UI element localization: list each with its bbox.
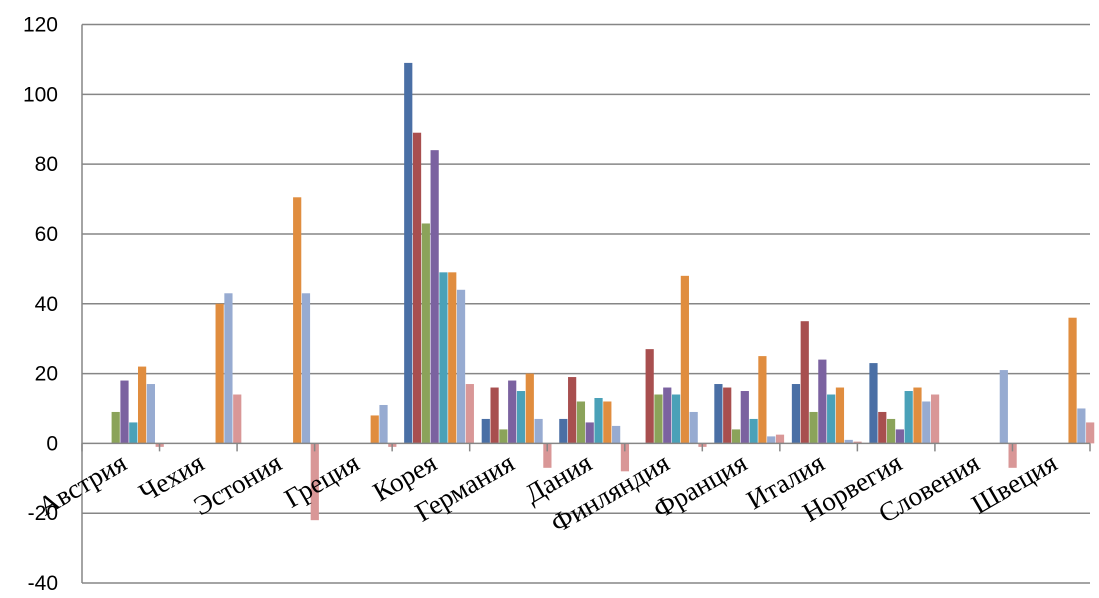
bar xyxy=(421,223,430,444)
bar xyxy=(930,394,940,444)
bar xyxy=(559,418,568,444)
bar xyxy=(904,391,913,444)
bar xyxy=(620,443,630,472)
bar xyxy=(138,366,147,444)
bar xyxy=(129,422,138,444)
y-tick-label: 100 xyxy=(23,83,58,106)
bar xyxy=(603,401,612,444)
y-tick-label: -20 xyxy=(28,502,58,525)
bar xyxy=(534,418,543,444)
bar xyxy=(869,363,878,444)
bar xyxy=(379,404,388,444)
y-tick-label: 80 xyxy=(35,153,58,176)
bar xyxy=(465,384,474,444)
bar xyxy=(508,380,517,444)
bar xyxy=(224,293,233,444)
bar xyxy=(525,373,534,444)
bar xyxy=(233,394,242,444)
bar xyxy=(543,443,552,468)
bar xyxy=(827,394,836,444)
bar xyxy=(490,387,499,444)
bar xyxy=(430,150,439,444)
bar xyxy=(767,436,776,444)
y-tick-label: 20 xyxy=(35,363,58,386)
bar xyxy=(791,384,801,444)
bar xyxy=(645,349,654,444)
y-tick-label: 40 xyxy=(35,293,58,316)
bar xyxy=(671,394,681,444)
bar xyxy=(516,391,526,444)
y-tick-label: 60 xyxy=(35,223,58,246)
bar xyxy=(1068,317,1077,444)
bar xyxy=(853,441,862,444)
bar xyxy=(680,275,689,444)
x-category-label: Греция xyxy=(279,447,364,513)
axes xyxy=(81,24,1091,583)
bar xyxy=(714,384,723,444)
gridlines xyxy=(82,23,1090,584)
bar xyxy=(585,422,594,444)
bar xyxy=(310,443,319,521)
bar xyxy=(999,370,1008,444)
bar xyxy=(895,429,904,444)
bar xyxy=(1086,422,1095,444)
bar xyxy=(835,387,845,444)
bar xyxy=(439,272,448,444)
bar xyxy=(1008,443,1017,468)
bar xyxy=(456,289,466,444)
bar xyxy=(120,380,129,444)
bar xyxy=(809,411,818,444)
bar xyxy=(481,418,490,444)
bar xyxy=(568,377,577,444)
bar xyxy=(404,62,413,444)
bar xyxy=(301,293,311,444)
bar xyxy=(215,303,224,444)
y-tick-labels: 120 100 80 60 40 20 0 -20 -40 xyxy=(23,14,58,596)
bar xyxy=(800,321,809,444)
bar xyxy=(731,429,741,444)
bar xyxy=(689,411,698,444)
y-tick-label: -40 xyxy=(28,572,58,595)
bar xyxy=(146,384,155,444)
bars xyxy=(111,62,1095,521)
bar xyxy=(448,272,457,444)
bar xyxy=(111,411,120,444)
bar xyxy=(594,398,603,444)
bar xyxy=(612,425,621,444)
bar xyxy=(654,394,663,444)
bar xyxy=(758,356,767,444)
bar xyxy=(576,401,586,444)
bar xyxy=(1077,408,1086,444)
x-category-label: Эстония xyxy=(188,447,286,521)
bar xyxy=(886,418,896,444)
bar xyxy=(293,197,302,444)
bar xyxy=(663,387,672,444)
bar xyxy=(370,415,379,444)
bar xyxy=(412,132,422,444)
bar xyxy=(818,359,827,444)
bar xyxy=(740,391,749,444)
bar xyxy=(775,434,785,444)
bar xyxy=(499,429,508,444)
bar xyxy=(878,411,887,444)
y-tick-label: 0 xyxy=(46,432,58,455)
y-tick-label: 120 xyxy=(23,14,58,37)
bar xyxy=(922,401,931,444)
bar xyxy=(723,387,732,444)
bar xyxy=(844,439,853,444)
bar xyxy=(913,387,922,444)
bar xyxy=(749,418,758,444)
